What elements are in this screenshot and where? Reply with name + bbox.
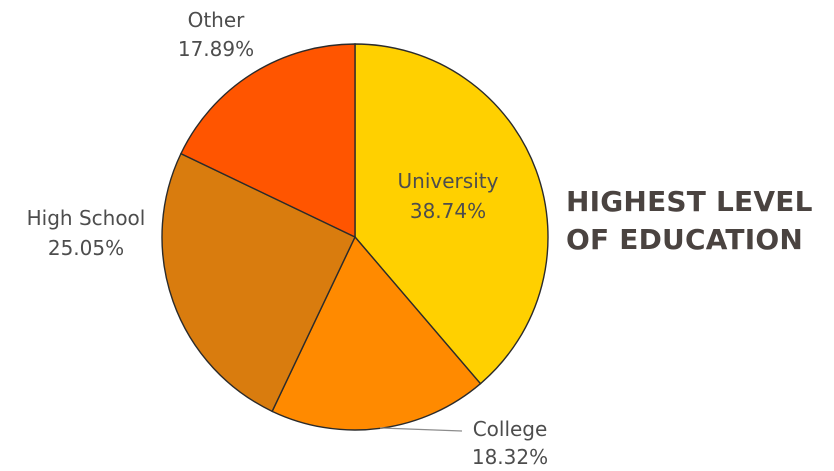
slice-label-college: College xyxy=(473,417,548,441)
leader-lines xyxy=(379,427,463,432)
slice-label-high-school: High School xyxy=(27,206,146,230)
slice-value-college: 18.32% xyxy=(472,445,548,466)
slice-value-university: 38.74% xyxy=(410,199,486,223)
chart-title-line-1: HIGHEST LEVEL xyxy=(566,185,813,218)
pie-labels: University 38.74% College 18.32% High School… xyxy=(27,8,549,469)
pie-slice-other xyxy=(180,43,356,239)
pie-slices xyxy=(161,43,549,431)
pie-slice-university xyxy=(354,43,549,385)
chart-title: HIGHEST LEVEL OF EDUCATION xyxy=(566,183,834,259)
slice-label-university: University xyxy=(398,169,499,193)
slice-value-high-school: 25.05% xyxy=(48,236,124,260)
slice-label-other: Other xyxy=(188,8,246,32)
chart-title-line-2: OF EDUCATION xyxy=(566,223,803,256)
pie-slice-high-school xyxy=(161,152,356,413)
slice-value-other: 17.89% xyxy=(178,37,254,61)
leader-line-college xyxy=(379,427,463,432)
